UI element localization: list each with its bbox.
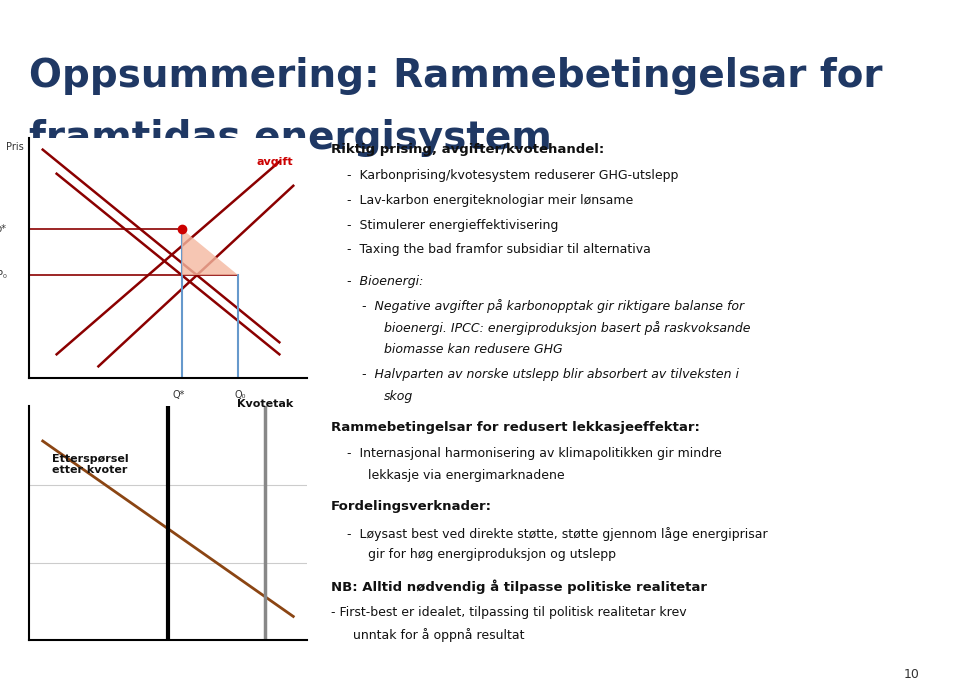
- Text: skog: skog: [384, 389, 413, 402]
- Text: -  Negative avgifter på karbonopptak gir riktigare balanse for: - Negative avgifter på karbonopptak gir …: [362, 299, 744, 313]
- Text: P₀: P₀: [0, 270, 7, 280]
- Text: NB: Alltid nødvendig å tilpasse politiske realitetar: NB: Alltid nødvendig å tilpasse politisk…: [331, 580, 708, 594]
- Text: avgift: avgift: [256, 157, 293, 167]
- Text: Pris: Pris: [6, 142, 24, 151]
- Text: Etterspørsel
etter kvoter: Etterspørsel etter kvoter: [52, 453, 129, 475]
- Text: -  Karbonprising/kvotesystem reduserer GHG-utslepp: - Karbonprising/kvotesystem reduserer GH…: [347, 169, 678, 182]
- Text: -  Stimulerer energieffektivisering: - Stimulerer energieffektivisering: [347, 219, 558, 232]
- Text: Riktig prising, avgifter/kvotehandel:: Riktig prising, avgifter/kvotehandel:: [331, 143, 605, 156]
- Text: lekkasje via energimarknadene: lekkasje via energimarknadene: [369, 469, 565, 482]
- Polygon shape: [181, 229, 237, 275]
- Text: -  Internasjonal harmonisering av klimapolitikken gir mindre: - Internasjonal harmonisering av klimapo…: [347, 447, 721, 460]
- Text: Q₀: Q₀: [234, 389, 246, 400]
- Text: biomasse kan redusere GHG: biomasse kan redusere GHG: [384, 343, 563, 356]
- Text: -  Halvparten av norske utslepp blir absorbert av tilveksten i: - Halvparten av norske utslepp blir abso…: [362, 367, 739, 380]
- Text: framtidas energisystem: framtidas energisystem: [29, 119, 552, 157]
- Text: Rammebetingelsar for redusert lekkasjeeffektar:: Rammebetingelsar for redusert lekkasjeef…: [331, 421, 700, 434]
- Text: -  Lav-karbon energiteknologiar meir lønsame: - Lav-karbon energiteknologiar meir løns…: [347, 194, 633, 207]
- Text: - First-best er idealet, tilpassing til politisk realitetar krev: - First-best er idealet, tilpassing til …: [331, 606, 686, 619]
- Text: Fordelingsverknader:: Fordelingsverknader:: [331, 500, 492, 513]
- Text: unntak for å oppnå resultat: unntak for å oppnå resultat: [353, 628, 524, 642]
- Text: 10: 10: [904, 668, 920, 680]
- Text: -  Bioenergi:: - Bioenergi:: [347, 275, 423, 288]
- Text: p*: p*: [0, 224, 7, 234]
- Text: Q*: Q*: [173, 389, 185, 400]
- Text: -  Taxing the bad framfor subsidiar til alternativa: - Taxing the bad framfor subsidiar til a…: [347, 244, 651, 256]
- Text: -  Løysast best ved direkte støtte, støtte gjennom låge energiprisar: - Løysast best ved direkte støtte, støtt…: [347, 526, 767, 541]
- Text: bioenergi. IPCC: energiproduksjon basert på raskvoksande: bioenergi. IPCC: energiproduksjon basert…: [384, 321, 751, 335]
- Text: Oppsummering: Rammebetingelsar for: Oppsummering: Rammebetingelsar for: [29, 57, 882, 95]
- Text: www.vista-analyse.no: www.vista-analyse.no: [21, 14, 134, 24]
- Text: Kvotetak: Kvotetak: [237, 399, 294, 409]
- Text: gir for høg energiproduksjon og utslepp: gir for høg energiproduksjon og utslepp: [369, 548, 616, 561]
